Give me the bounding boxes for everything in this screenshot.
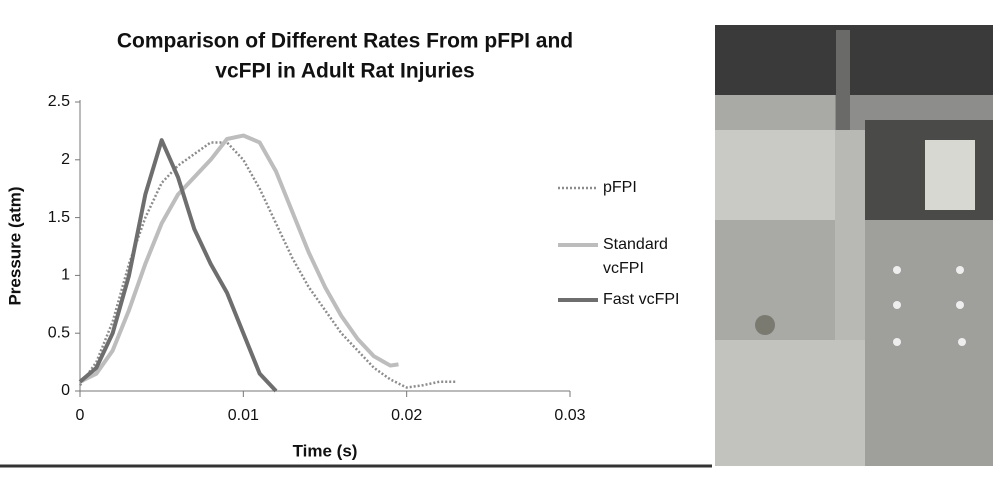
photo <box>715 25 993 466</box>
y-tick-label: 1 <box>61 267 70 284</box>
x-tick-label: 0.01 <box>228 407 259 424</box>
y-tick-label: 2 <box>61 151 70 168</box>
y-tick-label: 0.5 <box>48 324 70 341</box>
photo-screw <box>893 301 901 309</box>
x-tick-label: 0.02 <box>391 407 422 424</box>
chart-title: Comparison of Different Rates From pFPI … <box>117 30 573 53</box>
photo-screw <box>893 338 901 346</box>
photo-screw <box>956 301 964 309</box>
chart-title: vcFPI in Adult Rat Injuries <box>215 60 474 83</box>
photo-screw <box>893 266 901 274</box>
photo-screw <box>956 266 964 274</box>
y-tick-label: 0 <box>61 382 70 399</box>
legend-label: Standard vcFPI <box>603 236 668 277</box>
photo-top <box>715 25 993 95</box>
y-axis-label: Pressure (atm) <box>5 186 24 305</box>
photo-screw <box>755 315 775 335</box>
series-line <box>78 141 456 389</box>
photo-base <box>865 220 993 466</box>
series-line <box>79 133 399 384</box>
legend-label: pFPI <box>603 179 637 196</box>
y-tick-label: 1.5 <box>48 209 70 226</box>
x-axis-label: Time (s) <box>293 441 358 460</box>
photo-rod <box>836 30 850 130</box>
x-tick-label: 0.03 <box>554 407 585 424</box>
photo-block <box>925 140 975 210</box>
legend-label: Fast vcFPI <box>603 291 680 308</box>
x-tick-label: 0 <box>76 407 85 424</box>
series-line <box>78 138 278 393</box>
photo-screw <box>958 338 966 346</box>
photo-highlight <box>715 130 835 220</box>
photo-floor <box>715 340 865 466</box>
y-tick-label: 2.5 <box>48 93 70 110</box>
